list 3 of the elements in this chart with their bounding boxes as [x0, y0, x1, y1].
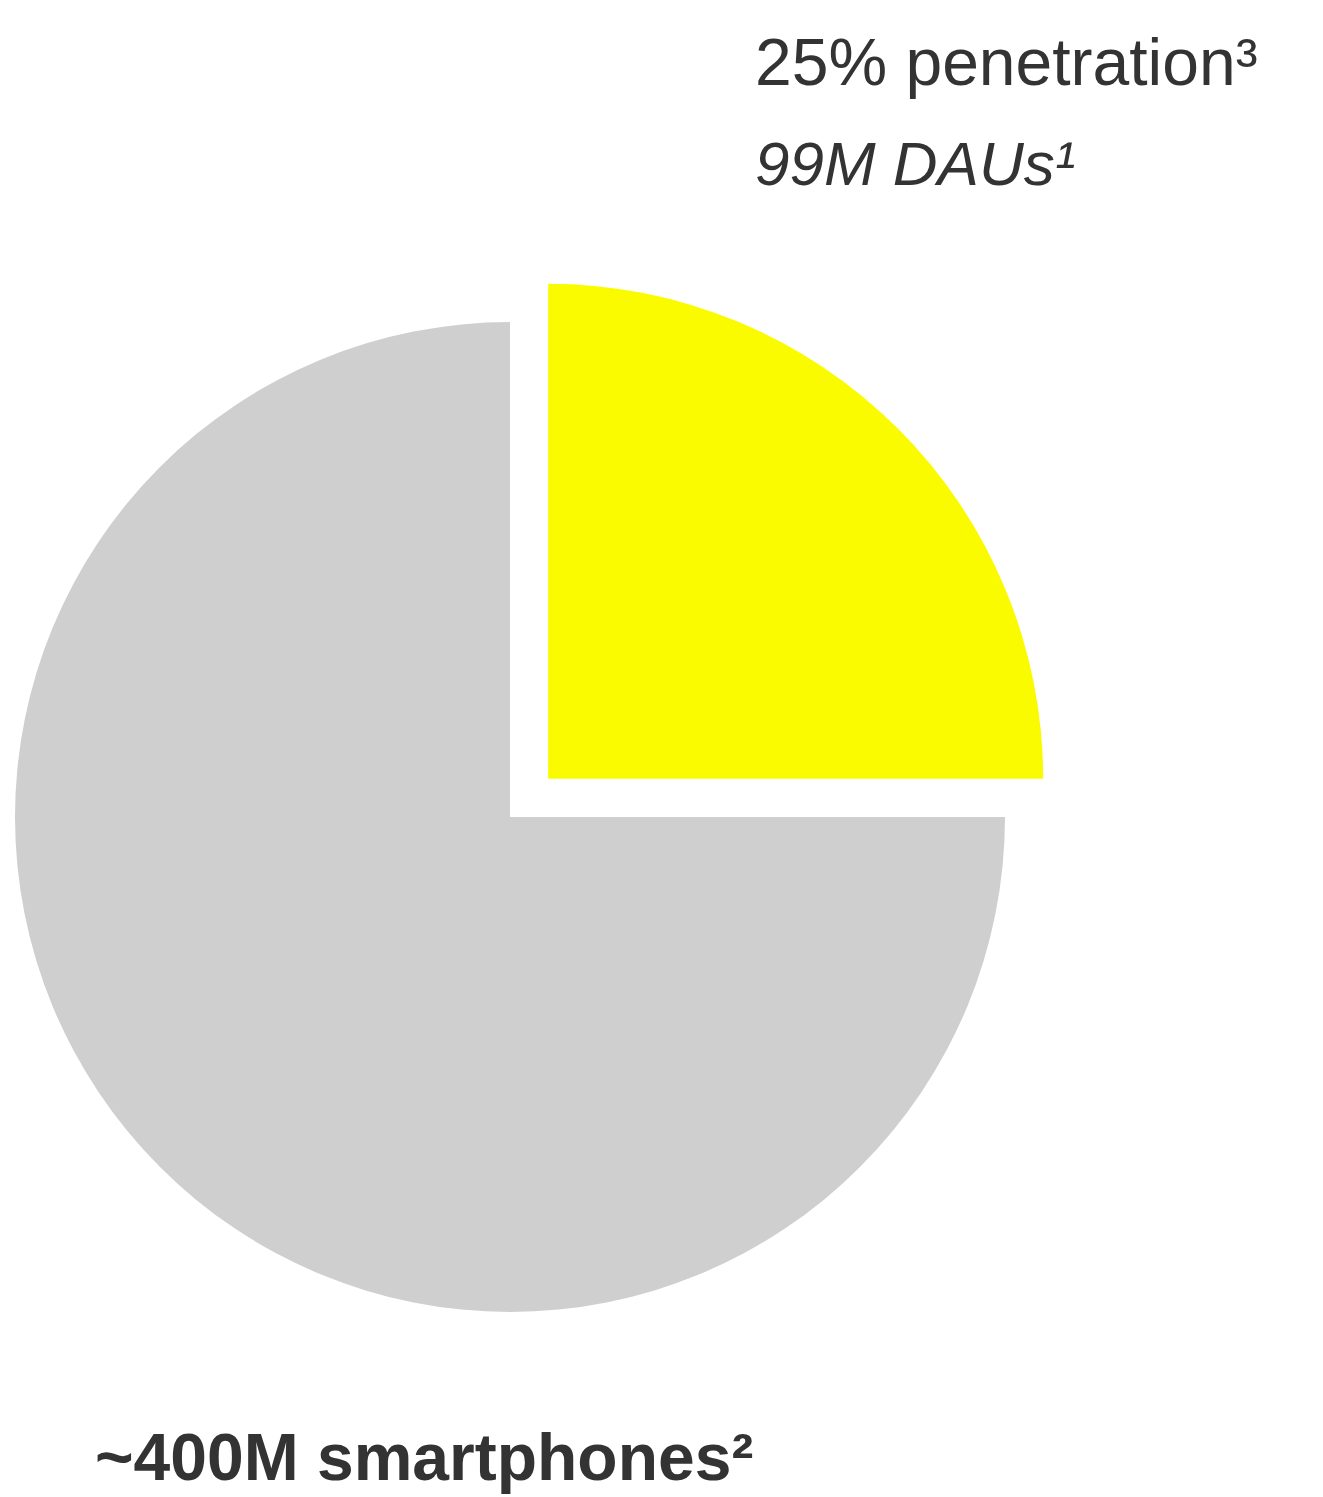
- slice-label: ~400M smartphones²: [95, 1420, 754, 1494]
- slice-label: 25% penetration³: [755, 25, 1258, 99]
- text: 99M DAUs¹: [755, 129, 1076, 198]
